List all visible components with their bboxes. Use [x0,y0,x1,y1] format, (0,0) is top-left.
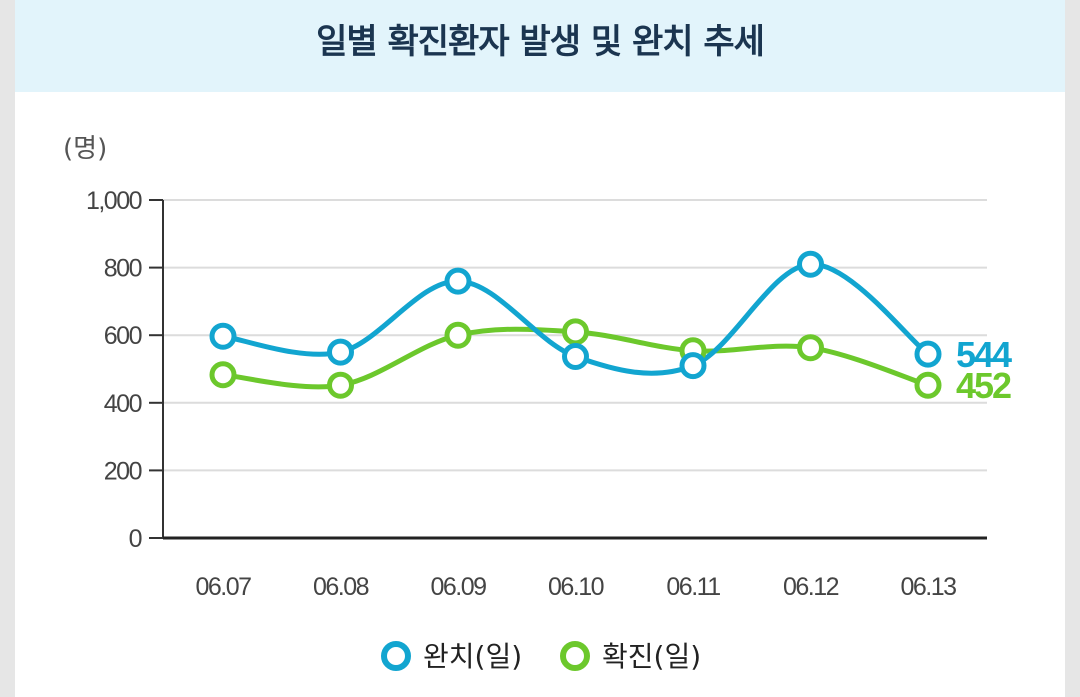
x-tick-label: 06.09 [430,573,486,601]
line-chart: 0 200 400 600 800 1,000 (명) 06.07 06.08 06.09 06.1… [63,134,1014,673]
end-value-label-confirmed: 452 [956,365,1011,406]
data-point-confirmed [914,371,942,399]
end-value-label-recovered: 544 [956,334,1012,375]
x-tick-label: 06.12 [783,573,839,601]
data-point-recovered [679,352,707,380]
legend-label-confirmed: 확진(일) [602,640,701,673]
x-tick-label: 06.10 [548,573,604,601]
x-tick-label: 06.08 [313,573,369,601]
data-point-confirmed [209,361,237,389]
data-point-confirmed [797,334,824,362]
axis-layer [149,199,987,540]
legend-marker-recovered [381,641,411,671]
chart-panel: 일별 확진환자 발생 및 완치 추세 0 200 400 600 800 1,000 (명)… [15,0,1065,697]
data-point-recovered [562,342,589,370]
y-tick-label: 600 [104,322,142,350]
y-tick-label: 1,000 [86,187,142,215]
y-tick-label: 0 [129,525,142,553]
y-tick-label: 400 [104,390,142,418]
legend-marker-confirmed [560,641,590,671]
y-tick-label: 800 [104,255,142,283]
data-point-confirmed [562,318,589,346]
data-point-recovered [444,267,472,295]
series-points [209,250,942,399]
title-bar: 일별 확진환자 발생 및 완치 추세 [15,0,1065,92]
data-point-confirmed [444,321,472,349]
chart-labels: 0 200 400 600 800 1,000 (명) 06.07 06.08 06.09 06.1… [63,134,1014,601]
legend-label-recovered: 완치(일) [423,640,522,673]
x-tick-label: 06.11 [666,573,720,601]
data-point-recovered [797,250,824,278]
data-point-recovered [914,340,942,368]
data-point-recovered [209,322,237,350]
legend: 완치(일) 확진(일) [381,640,701,673]
x-tick-label: 06.07 [195,573,251,601]
data-point-confirmed [327,371,354,399]
data-point-recovered [327,338,354,366]
x-tick-label: 06.13 [900,573,956,601]
y-tick-label: 200 [104,457,142,485]
y-unit-label: (명) [63,134,107,164]
chart-title: 일별 확진환자 발생 및 완치 추세 [316,22,765,62]
